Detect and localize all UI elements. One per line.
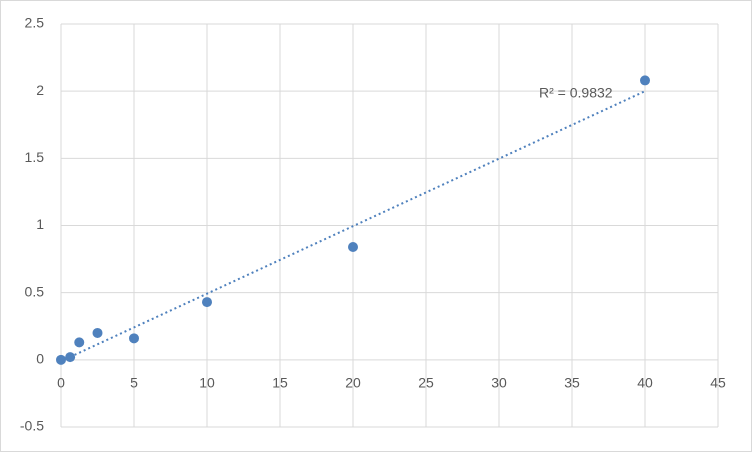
x-tick-label: 10 xyxy=(199,375,215,391)
y-tick-label: 2.5 xyxy=(25,15,45,31)
scatter-point xyxy=(640,75,650,86)
scatter-point xyxy=(92,327,103,338)
scatter-point xyxy=(65,352,76,363)
x-tick-label: 5 xyxy=(130,375,138,391)
y-tick-label: 0 xyxy=(36,351,44,367)
x-tick-label: 15 xyxy=(272,375,288,391)
y-tick-label: 2 xyxy=(36,82,44,98)
scatter-point xyxy=(348,241,358,252)
scatter-point xyxy=(202,297,212,308)
trendline xyxy=(60,90,646,363)
scatter-point xyxy=(129,333,139,344)
marks xyxy=(56,75,650,365)
y-tick-label: 1.5 xyxy=(25,149,45,165)
scatter-point xyxy=(74,337,85,348)
y-tick-label: 0.5 xyxy=(25,283,45,299)
x-tick-label: 30 xyxy=(491,375,507,391)
y-tick-label: -0.5 xyxy=(20,418,44,434)
x-tick-label: 40 xyxy=(637,375,653,391)
annotation: R² = 0.9832 xyxy=(539,85,613,101)
x-tick-label: 35 xyxy=(564,375,580,391)
scatter-point xyxy=(56,354,66,365)
x-tick-label: 20 xyxy=(345,375,361,391)
x-tick-label: 25 xyxy=(418,375,434,391)
grid: -0.5 0 0.5 1 1.5 2 2.5 0 5 10 15 20 25 30 35 40 45 xyxy=(20,15,726,434)
y-tick-label: 1 xyxy=(36,216,44,232)
x-tick-label: 45 xyxy=(710,375,726,391)
x-tick-label: 0 xyxy=(57,375,65,391)
